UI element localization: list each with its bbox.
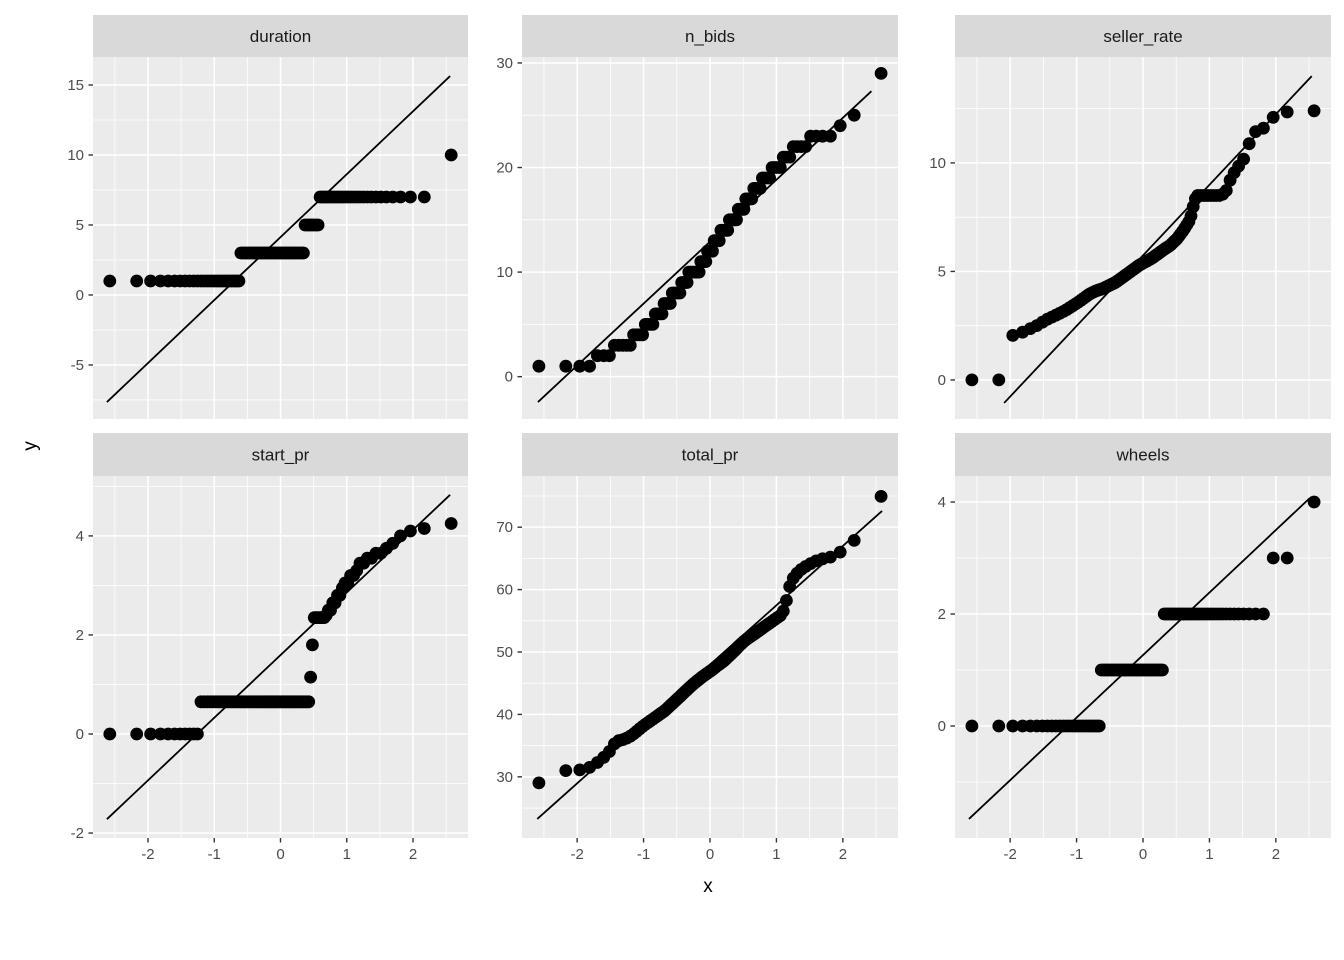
- y-axis: 0 5 10: [929, 155, 955, 389]
- y-tick-label: 0: [938, 718, 946, 735]
- facet-title: seller_rate: [1103, 27, 1182, 46]
- y-tick-label: 10: [496, 264, 513, 281]
- x-axis: -2 -1 0 1 2: [141, 838, 417, 863]
- x-tick-label: -2: [141, 846, 154, 863]
- x-tick-label: 2: [1272, 846, 1280, 863]
- y-tick-label: 70: [496, 519, 513, 536]
- x-tick-label: 1: [772, 846, 780, 863]
- y-axis: -2 0 2 4: [71, 528, 93, 842]
- x-tick-label: -1: [208, 846, 221, 863]
- y-tick-label: 0: [76, 287, 84, 304]
- x-tick-label: -2: [570, 846, 583, 863]
- x-axis: -2 -1 0 1 2: [1003, 838, 1280, 863]
- x-tick-label: 0: [1139, 846, 1147, 863]
- y-tick-label: 4: [938, 494, 946, 511]
- y-tick-label: 0: [76, 726, 84, 743]
- x-tick-label: -1: [637, 846, 650, 863]
- y-tick-label: -5: [71, 357, 84, 374]
- facet-n_bids: n_bids 0 10 20 30: [496, 15, 898, 419]
- x-axis-title: x: [703, 876, 713, 897]
- x-tick-label: 2: [409, 846, 417, 863]
- panel-grid: [93, 476, 468, 838]
- x-tick-label: 0: [276, 846, 284, 863]
- y-tick-label: 4: [76, 528, 84, 545]
- y-tick-label: 50: [496, 644, 513, 661]
- facet-title: wheels: [1116, 446, 1170, 465]
- y-tick-label: -2: [71, 825, 84, 842]
- y-axis: -5 0 5 10 15: [67, 77, 93, 374]
- qq-line: [106, 75, 451, 403]
- qq-points: [103, 517, 458, 741]
- y-tick-label: 60: [496, 582, 513, 599]
- y-tick-label: 0: [938, 372, 946, 389]
- y-tick-label: 10: [67, 147, 84, 164]
- qq-points: [532, 490, 888, 790]
- panel-grid: [955, 57, 1331, 419]
- facet-strip: [522, 15, 898, 57]
- y-tick-label: 40: [496, 706, 513, 723]
- facet-strip: [93, 15, 468, 57]
- x-tick-label: -2: [1003, 846, 1016, 863]
- y-tick-label: 30: [496, 769, 513, 786]
- y-tick-label: 20: [496, 160, 513, 177]
- facet-title: start_pr: [252, 446, 310, 465]
- y-tick-label: 5: [938, 263, 946, 280]
- facet-wheels: wheels 0 2 4 -2 -1 0 1 2: [938, 433, 1331, 863]
- y-tick-label: 10: [929, 155, 946, 172]
- y-tick-label: 0: [505, 369, 513, 386]
- y-tick-label: 2: [938, 606, 946, 623]
- facet-duration: duration -5 0 5 10 15: [67, 15, 468, 419]
- facet-seller_rate: seller_rate 0 5 10: [929, 15, 1331, 419]
- qq-points: [965, 495, 1321, 733]
- y-tick-label: 30: [496, 55, 513, 72]
- x-axis: -2 -1 0 1 2: [570, 838, 847, 863]
- facet-strip: [955, 15, 1331, 57]
- x-tick-label: 1: [1205, 846, 1213, 863]
- panel-grid: [93, 57, 468, 419]
- y-tick-label: 5: [76, 217, 84, 234]
- x-tick-label: 1: [343, 846, 351, 863]
- y-tick-label: 2: [76, 627, 84, 644]
- y-axis-title: y: [20, 441, 41, 451]
- panel-grid: [522, 57, 898, 419]
- y-tick-label: 15: [67, 77, 84, 94]
- facet-title: n_bids: [685, 27, 735, 46]
- facet-start_pr: start_pr -2 0 2 4 -2 -1 0 1 2: [71, 433, 468, 863]
- qq-points: [103, 148, 458, 288]
- qq-points: [965, 104, 1321, 387]
- y-axis: 30 40 50 60 70: [496, 519, 522, 786]
- facet-total_pr: total_pr 30 40 50 60 70 -2 -1 0 1 2: [496, 433, 898, 863]
- x-tick-label: 2: [839, 846, 847, 863]
- qq-points: [532, 67, 888, 373]
- x-tick-label: 0: [706, 846, 714, 863]
- facet-strip: [955, 433, 1331, 476]
- qq-line: [968, 497, 1311, 820]
- facet-strip: [93, 433, 468, 476]
- facet-strip: [522, 433, 898, 476]
- x-tick-label: -1: [1070, 846, 1083, 863]
- y-axis: 0 10 20 30: [496, 55, 522, 386]
- facet-title: total_pr: [682, 446, 739, 465]
- facet-title: duration: [250, 27, 311, 46]
- y-axis: 0 2 4: [938, 494, 955, 735]
